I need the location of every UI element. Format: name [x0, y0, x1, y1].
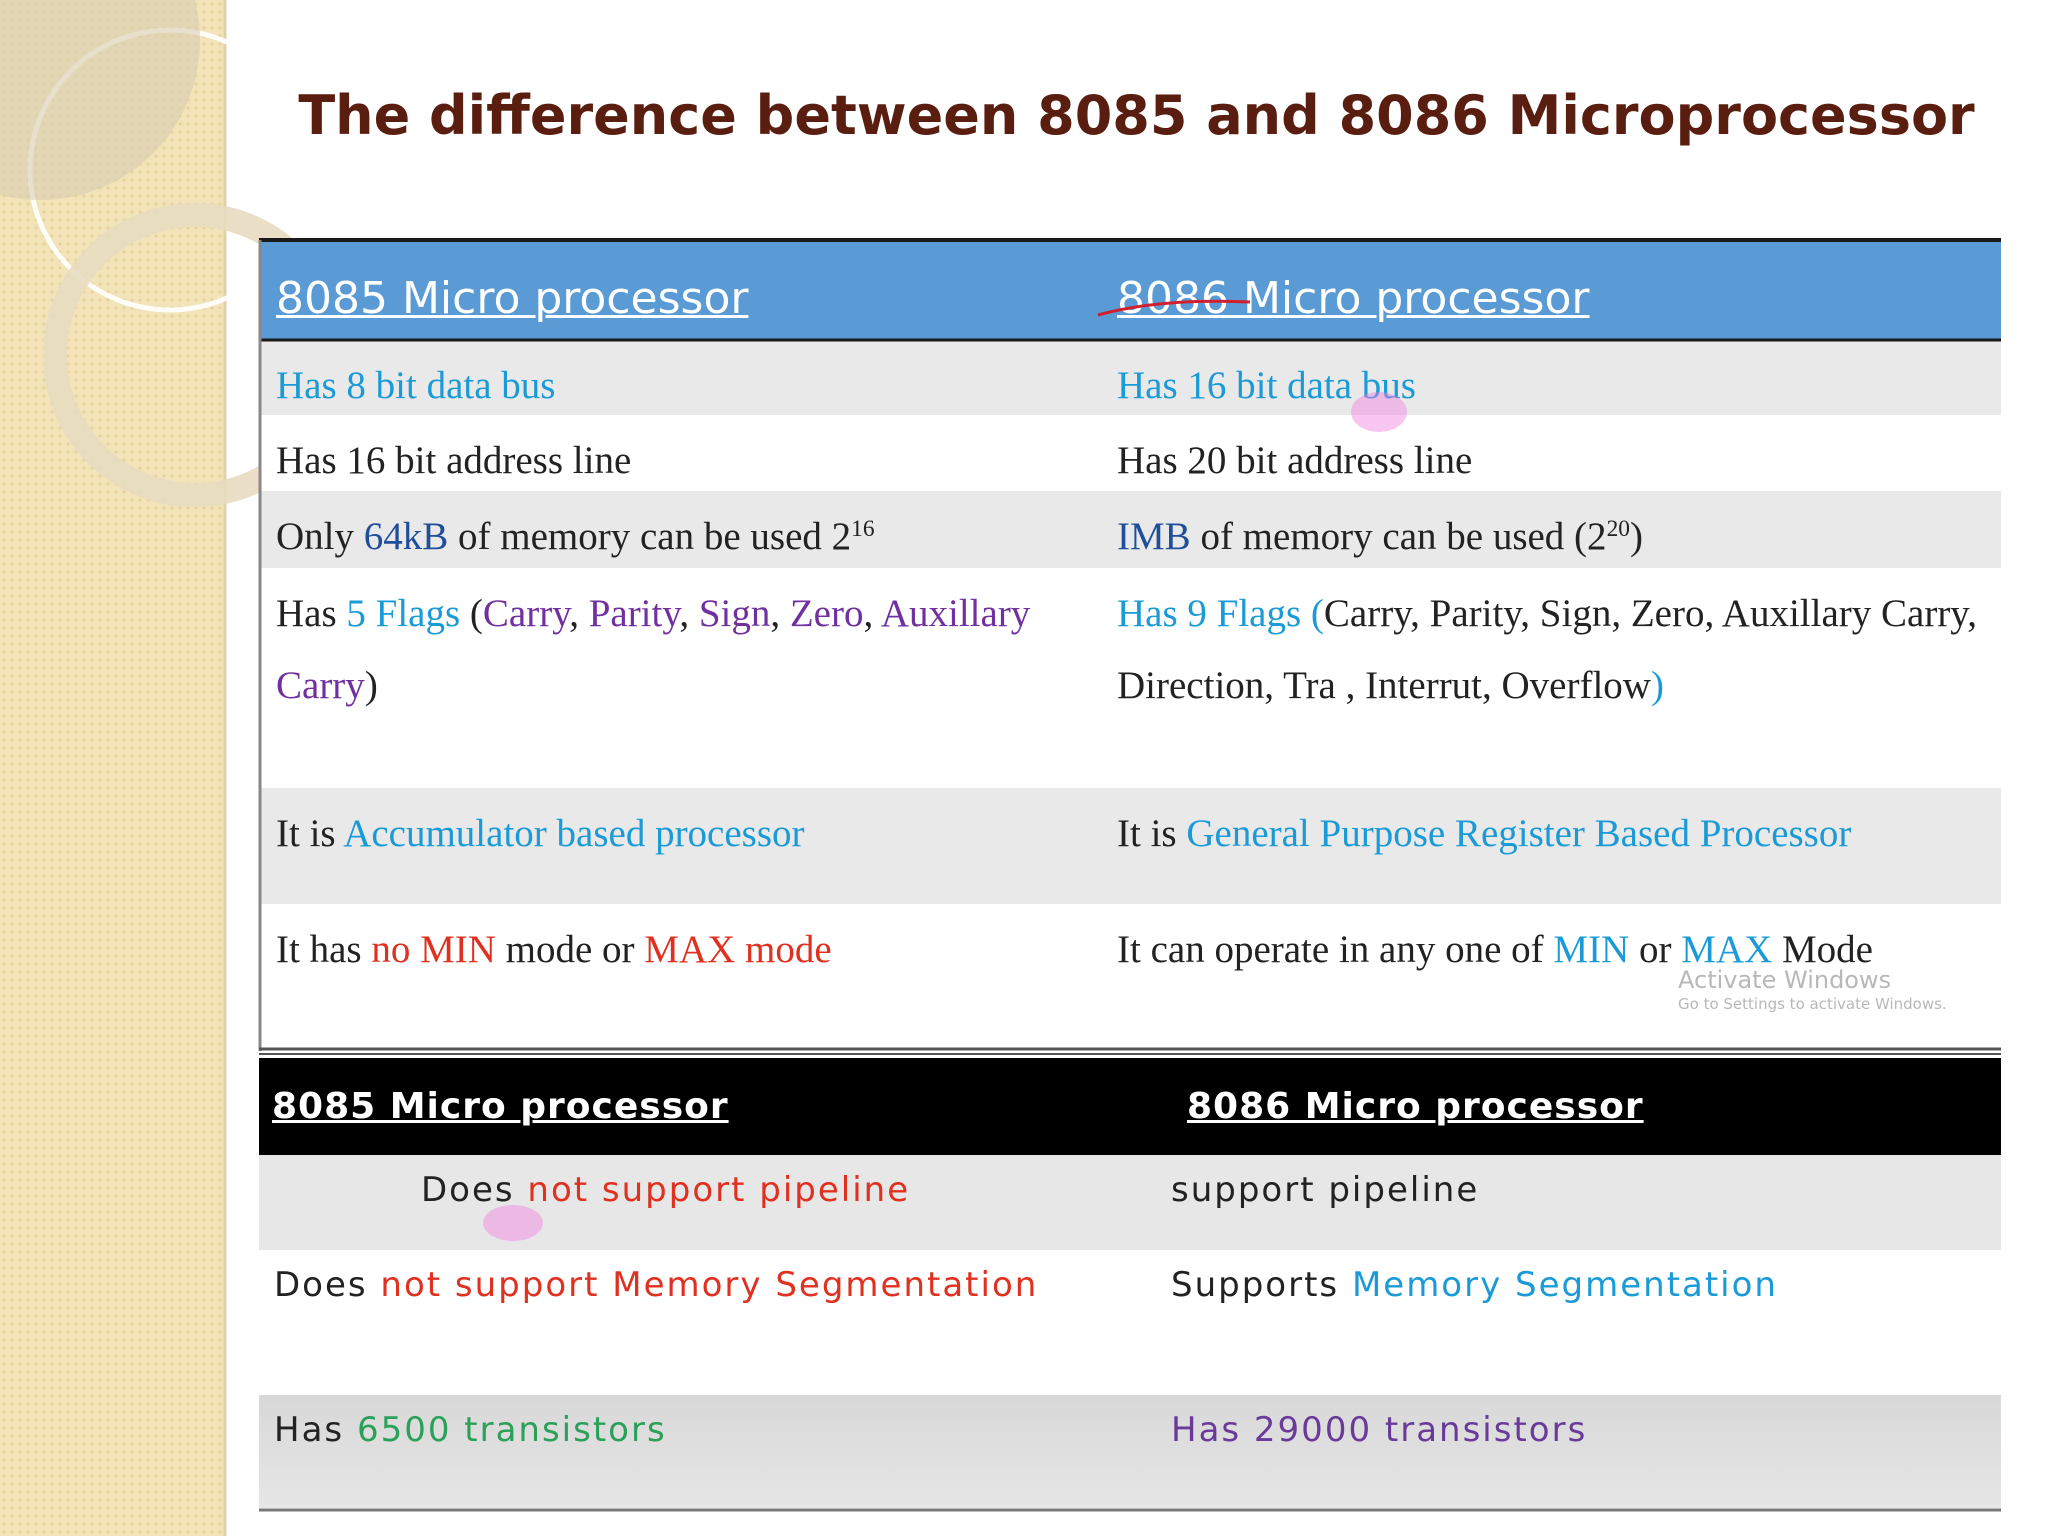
superscript: 20: [1606, 516, 1630, 543]
watermark-title: Activate Windows: [1678, 966, 1892, 994]
table-cell: Has 16 bit address line: [276, 415, 1089, 497]
table-cell: IMB of memory can be used (220): [1117, 491, 2001, 573]
text-segment: MAX: [1681, 928, 1773, 971]
table-cell: Has 9 Flags (Carry, Parity, Sign, Zero, …: [1117, 568, 2001, 722]
text-segment: Has 9 Flags (: [1117, 592, 1324, 635]
text-segment: Does: [421, 1170, 528, 1210]
text-segment: 6500 transistors: [356, 1410, 667, 1450]
text-segment: support pipeline: [1171, 1170, 1480, 1210]
text-segment: Does: [274, 1265, 381, 1305]
table-cell: Has 29000 transistors: [1171, 1395, 2001, 1461]
header-cell: 8086 Micro processor: [1187, 1058, 2001, 1132]
text-segment: Has: [274, 1410, 357, 1450]
text-segment: IMB: [1117, 515, 1191, 558]
text-segment: Accumulator based processor: [343, 812, 805, 855]
text-segment: ,: [679, 592, 699, 635]
table-cell: Does not support pipeline: [421, 1155, 1154, 1221]
header-cell: 8086 Micro processor: [1117, 239, 2001, 329]
text-segment: no MIN: [371, 928, 496, 971]
text-segment: 8085 Micro processor: [276, 273, 749, 324]
header-cell: 8085 Micro processor: [276, 239, 1089, 329]
text-segment: Parity: [588, 592, 680, 635]
text-segment: ): [364, 664, 378, 707]
text-segment: Has: [276, 592, 347, 635]
table-row: Has 8 bit data bus Has 16 bit data bus: [259, 340, 2001, 415]
table-cell: Does not support Memory Segmentation: [274, 1250, 1154, 1316]
table-cell: It has no MIN mode or MAX mode: [276, 904, 1089, 986]
text-segment: 5 Flags: [346, 592, 461, 635]
table-row: Only 64kB of memory can be used 216 IMB o…: [259, 491, 2001, 568]
table-cell: support pipeline: [1171, 1155, 2001, 1221]
text-segment: ): [1629, 515, 1643, 558]
text-segment: Auxillary Carry: [276, 592, 1041, 707]
text-segment: Only: [276, 515, 364, 558]
table-row: Has 16 bit address line Has 20 bit addres…: [259, 415, 2001, 491]
text-segment: Has 16 bit data bus: [1117, 364, 1416, 407]
table-row: It is Accumulator based processor It is G…: [259, 788, 2001, 904]
text-segment: It is: [1117, 812, 1187, 855]
text-segment: It is: [276, 812, 344, 855]
text-segment: Supports: [1171, 1265, 1352, 1305]
superscript: 16: [851, 516, 875, 543]
text-segment: of memory can be used 2: [448, 515, 852, 558]
text-segment: ): [1650, 664, 1664, 707]
header-cell: 8085 Micro processor: [272, 1058, 1154, 1132]
text-segment: ,: [863, 592, 881, 635]
table-cell: Has 5 Flags (Carry, Parity, Sign, Zero, …: [276, 568, 1089, 722]
table-cell: Supports Memory Segmentation: [1171, 1250, 2001, 1316]
table-cell: Has 8 bit data bus: [276, 340, 1089, 422]
text-segment: Sign: [698, 592, 771, 635]
text-segment: Mode: [1772, 928, 1873, 971]
text-segment: 8085 Micro processor: [272, 1086, 729, 1127]
text-segment: Zero: [789, 592, 864, 635]
text-segment: General Purpose Register Based Processor: [1186, 812, 1852, 855]
text-segment: of memory can be used (2: [1190, 515, 1607, 558]
text-segment: ,: [770, 592, 790, 635]
table-cell: Has 6500 transistors: [274, 1395, 1154, 1461]
table-cell: It is Accumulator based processor: [276, 788, 1089, 870]
text-segment: Carry, Parity, Sign, Zero, Auxillary Car…: [1117, 592, 1987, 707]
watermark-subtitle: Go to Settings to activate Windows.: [1678, 995, 1947, 1013]
table-row: Does not support pipeline support pipelin…: [259, 1155, 2001, 1250]
text-segment: ,: [569, 592, 589, 635]
text-segment: or: [1629, 928, 1682, 971]
slide-title: The difference between 8085 and 8086 Mic…: [298, 84, 1975, 147]
text-segment: Has 20 bit address line: [1117, 439, 1473, 482]
text-segment: 8086 Micro processor: [1187, 1086, 1644, 1127]
header-row: 8085 Micro processor 8086 Micro processor: [259, 239, 2001, 340]
text-segment: Carry: [482, 592, 570, 635]
table-cell: It is General Purpose Register Based Pro…: [1117, 788, 2001, 870]
table-cell: Has 16 bit data bus: [1117, 340, 2001, 422]
deco-disc: [0, 0, 200, 200]
text-segment: It can operate in any one of: [1117, 928, 1554, 971]
text-segment: (: [460, 592, 483, 635]
text-segment: Memory Segmentation: [1351, 1265, 1778, 1305]
text-segment: not support Memory Segmentation: [380, 1265, 1039, 1305]
table-cell: Has 20 bit address line: [1117, 415, 2001, 497]
text-segment: Has 8 bit data bus: [276, 364, 556, 407]
text-segment: MAX mode: [644, 928, 832, 971]
table-cell: Only 64kB of memory can be used 216: [276, 491, 1089, 573]
text-segment: MIN: [1553, 928, 1630, 971]
table-row: Does not support Memory Segmentation Supp…: [259, 1250, 2001, 1395]
header-row: 8085 Micro processor 8086 Micro processor: [259, 1058, 2001, 1155]
table-row: Has 6500 transistors Has 29000 transistor…: [259, 1395, 2001, 1508]
text-segment: Has 16 bit address line: [276, 439, 632, 482]
text-segment: It has: [276, 928, 372, 971]
text-segment: 8086 Micro processor: [1117, 273, 1590, 324]
text-segment: not support pipeline: [527, 1170, 911, 1210]
table-row: Has 5 Flags ( Carry, Parity, Sign, Zero, …: [259, 568, 2001, 788]
text-segment: 64kB: [363, 515, 449, 558]
text-segment: mode or: [495, 928, 645, 971]
text-segment: Has 29000 transistors: [1171, 1410, 1588, 1450]
table-row: It has no MIN mode or MAX mode It can ope…: [259, 904, 2001, 1051]
table-cell: It can operate in any one of MIN or MAX …: [1117, 904, 2001, 986]
